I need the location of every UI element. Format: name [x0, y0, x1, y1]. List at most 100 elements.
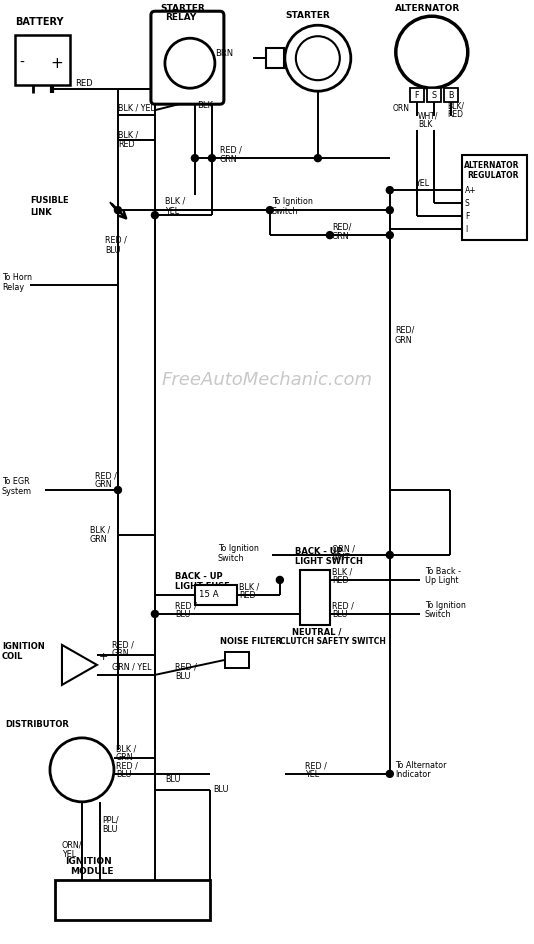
Circle shape	[386, 551, 394, 559]
Bar	[300, 570, 330, 625]
Text: I: I	[465, 225, 467, 233]
Text: A+: A+	[465, 186, 476, 194]
Text: YEL: YEL	[165, 207, 179, 215]
Circle shape	[277, 577, 284, 583]
Text: BLU: BLU	[102, 825, 117, 834]
Text: BRN: BRN	[215, 49, 233, 58]
Circle shape	[386, 207, 394, 213]
Text: PPL/: PPL/	[102, 816, 119, 824]
Circle shape	[152, 611, 159, 617]
Circle shape	[152, 211, 159, 219]
Text: S: S	[465, 198, 469, 208]
Circle shape	[285, 25, 351, 92]
Text: F: F	[414, 91, 419, 100]
Text: F: F	[465, 211, 469, 221]
Text: GRN: GRN	[112, 649, 130, 658]
Text: REGULATOR: REGULATOR	[467, 171, 519, 179]
Polygon shape	[62, 645, 97, 685]
Text: GRN: GRN	[116, 753, 134, 763]
Text: BATTERY: BATTERY	[15, 17, 64, 27]
Text: ORN: ORN	[393, 104, 410, 112]
Text: RED /: RED /	[220, 145, 242, 155]
Text: Switch: Switch	[272, 207, 299, 215]
Text: BLK /: BLK /	[90, 526, 110, 534]
Bar	[410, 88, 424, 102]
Text: RED /: RED /	[116, 762, 138, 770]
Text: RED: RED	[332, 577, 349, 585]
Text: To Ignition: To Ignition	[425, 601, 466, 611]
Circle shape	[114, 486, 121, 494]
Text: RED/: RED/	[395, 326, 414, 334]
Circle shape	[396, 16, 468, 88]
Text: WHT/: WHT/	[418, 111, 438, 121]
Text: GRN: GRN	[332, 231, 349, 241]
Text: FUSIBLE: FUSIBLE	[30, 195, 68, 205]
Text: +: +	[99, 652, 108, 662]
Text: RED: RED	[447, 110, 463, 119]
Text: Indicator: Indicator	[395, 770, 430, 780]
FancyBboxPatch shape	[151, 11, 224, 104]
Bar	[427, 88, 441, 102]
Text: BLU: BLU	[332, 611, 347, 619]
Text: RED /: RED /	[112, 640, 134, 649]
Text: BLU: BLU	[175, 672, 191, 682]
Text: LIGHT SWITCH: LIGHT SWITCH	[295, 558, 363, 566]
Text: RED: RED	[118, 140, 135, 148]
Text: To Ignition: To Ignition	[218, 545, 259, 553]
Circle shape	[50, 738, 114, 801]
Bar	[55, 880, 210, 919]
Text: GRN: GRN	[90, 535, 107, 545]
Text: To Horn: To Horn	[2, 273, 32, 281]
Text: BLU: BLU	[213, 785, 229, 794]
Text: IGNITION: IGNITION	[65, 857, 112, 867]
Text: BLK /: BLK /	[239, 582, 259, 592]
Text: BLK /: BLK /	[332, 567, 352, 577]
Circle shape	[315, 155, 321, 161]
Text: BLU: BLU	[105, 245, 121, 255]
Text: STARTER: STARTER	[160, 4, 205, 12]
Text: BLK /: BLK /	[116, 745, 136, 753]
Bar	[195, 585, 237, 605]
Text: YEL: YEL	[62, 851, 76, 859]
Text: MODULE: MODULE	[70, 868, 113, 876]
Circle shape	[386, 770, 394, 777]
Text: BLK /: BLK /	[118, 130, 138, 140]
Text: ORN /: ORN /	[332, 545, 355, 553]
Text: IGNITION: IGNITION	[2, 643, 45, 651]
Circle shape	[165, 38, 215, 88]
Text: +: +	[51, 56, 64, 71]
Text: FreeAutoMechanic.com: FreeAutoMechanic.com	[161, 371, 372, 389]
Circle shape	[266, 207, 273, 213]
Text: Switch: Switch	[218, 554, 245, 564]
Text: WHT: WHT	[332, 553, 350, 563]
Text: LINK: LINK	[30, 208, 52, 216]
Text: To EGR: To EGR	[2, 478, 29, 486]
Text: Up Light: Up Light	[425, 577, 458, 585]
Text: 15 A: 15 A	[199, 590, 218, 599]
Text: RED/: RED/	[332, 223, 351, 231]
Text: BLU: BLU	[165, 775, 180, 784]
Text: ALTERNATOR: ALTERNATOR	[395, 4, 460, 12]
Text: BLK / YEL: BLK / YEL	[118, 104, 155, 112]
Circle shape	[386, 231, 394, 239]
Text: ORN/: ORN/	[62, 840, 82, 850]
Text: BLK/: BLK/	[447, 102, 464, 110]
Text: BLK: BLK	[197, 101, 213, 110]
Text: -: -	[20, 57, 25, 70]
Text: RED: RED	[239, 592, 255, 600]
Text: Switch: Switch	[425, 611, 451, 619]
Text: BACK - UP: BACK - UP	[295, 548, 342, 556]
Text: BLK: BLK	[418, 120, 432, 128]
Text: GRN / YEL: GRN / YEL	[112, 663, 152, 671]
Text: NOISE FILTER: NOISE FILTER	[220, 637, 282, 647]
Circle shape	[326, 231, 333, 239]
Text: GRN: GRN	[95, 480, 113, 490]
Text: Relay: Relay	[2, 282, 24, 292]
Text: RED /: RED /	[105, 236, 127, 244]
Text: B: B	[448, 91, 453, 100]
Text: RED /: RED /	[305, 762, 327, 770]
Text: DISTRIBUTOR: DISTRIBUTOR	[5, 720, 69, 730]
Circle shape	[386, 187, 394, 194]
Text: BLK /: BLK /	[165, 196, 185, 206]
Text: To Back -: To Back -	[425, 567, 461, 577]
